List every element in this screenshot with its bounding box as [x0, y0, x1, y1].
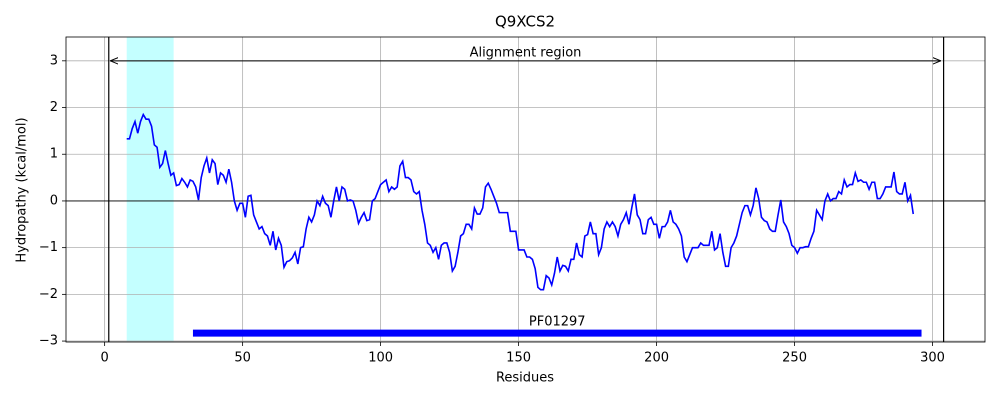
chart-title: Q9XCS2	[495, 13, 555, 31]
x-tick-label: 250	[782, 351, 807, 366]
y-tick-label: 2	[50, 100, 58, 115]
y-tick-label: 1	[50, 147, 58, 162]
x-tick-label: 50	[234, 351, 251, 366]
x-tick-label: 100	[368, 351, 393, 366]
hydropathy-line	[126, 112, 915, 291]
highlight-span	[126, 37, 174, 342]
x-tick-label: 200	[644, 351, 669, 366]
x-axis-label: Residues	[496, 371, 554, 386]
domain-bar	[192, 329, 922, 337]
arrow-label: Alignment region	[470, 45, 582, 60]
y-tick-label: −2	[39, 287, 58, 302]
x-tick-label: 0	[100, 351, 108, 366]
x-tick-label: 150	[506, 351, 531, 366]
y-axis-label: Hydropathy (kcal/mol)	[15, 117, 30, 262]
x-tick-label: 300	[920, 351, 945, 366]
y-tick-label: 3	[50, 53, 58, 68]
y-tick-label: 0	[50, 193, 58, 208]
y-tick-label: −3	[39, 334, 58, 349]
axes-frame	[65, 36, 986, 343]
y-tick-label: −1	[39, 240, 58, 255]
domain-label: PF01297	[529, 315, 586, 330]
